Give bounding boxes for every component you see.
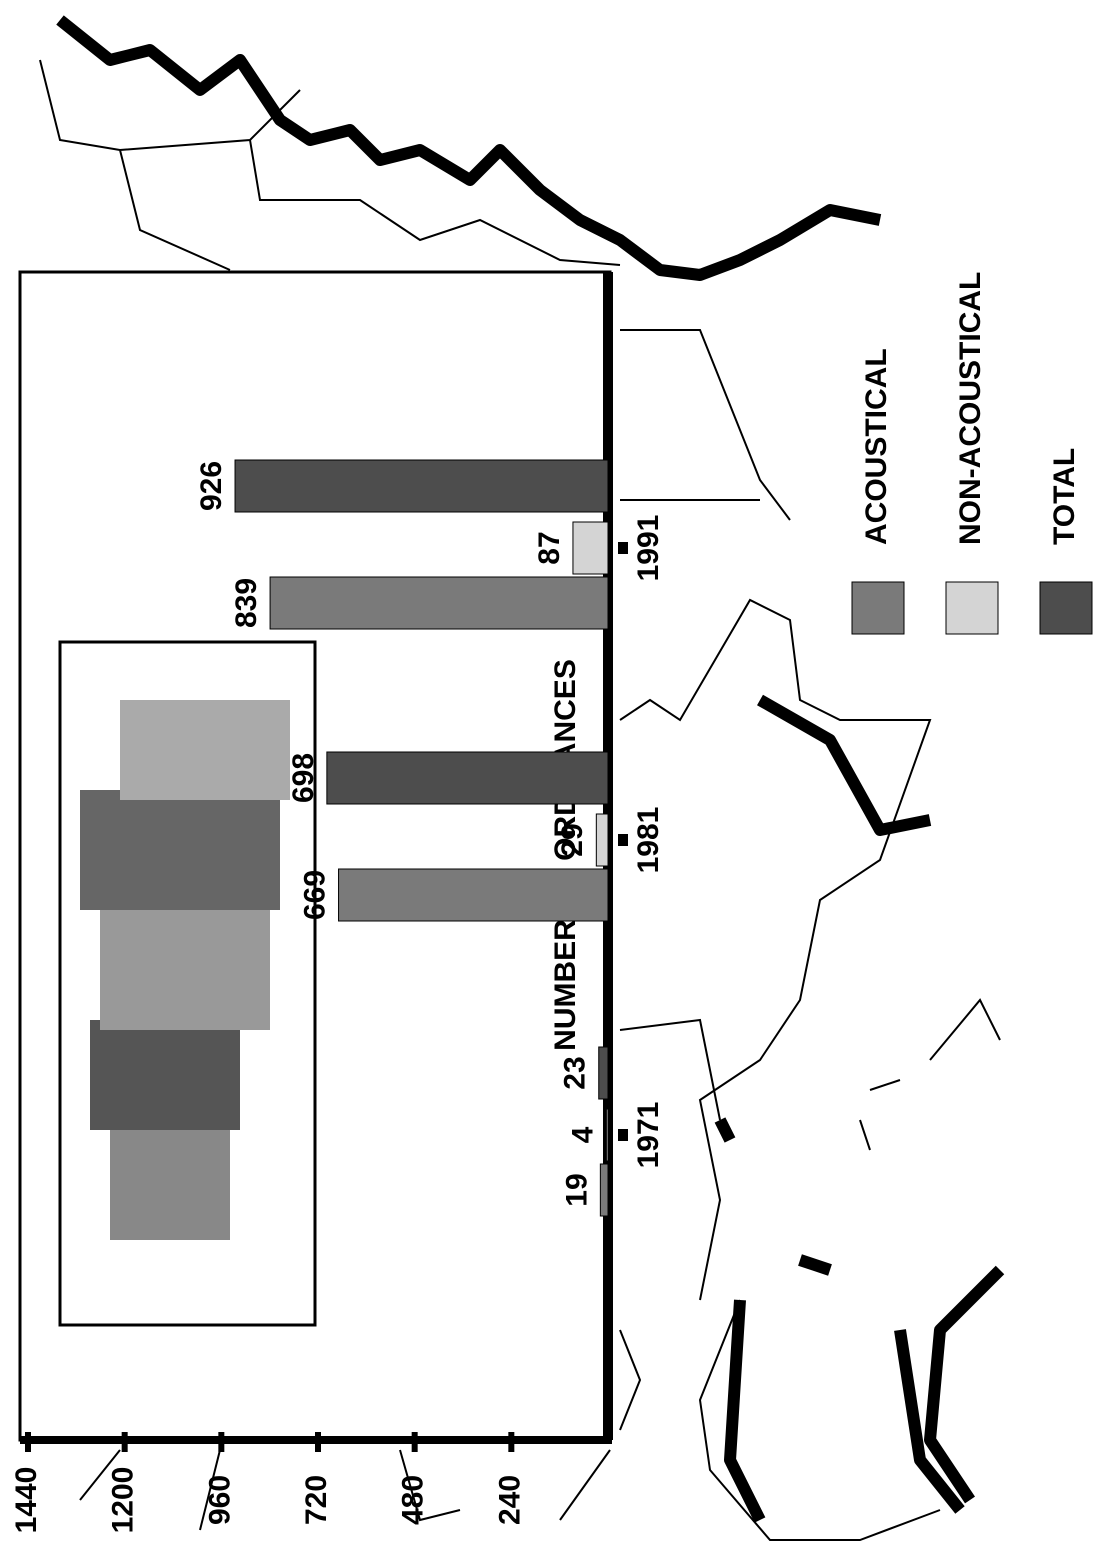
bar — [270, 577, 608, 629]
legend-label: NON-ACOUSTICAL — [954, 272, 987, 545]
y-tick-label: 960 — [203, 1475, 236, 1525]
category-tick — [618, 542, 628, 554]
y-tick-label: 240 — [493, 1475, 526, 1525]
x-tick-label: 1991 — [632, 515, 665, 582]
x-tick-label: 1981 — [632, 807, 665, 874]
y-tick-label: 1440 — [10, 1467, 43, 1534]
value-label: 4 — [566, 1126, 599, 1143]
category-tick — [618, 1129, 628, 1141]
value-label: 698 — [287, 753, 320, 803]
legend-swatch — [946, 582, 998, 634]
legend-swatch — [852, 582, 904, 634]
bar — [599, 1047, 608, 1099]
bar — [596, 814, 608, 866]
value-label: 87 — [533, 531, 566, 564]
bar — [327, 752, 608, 804]
bar — [600, 1164, 608, 1216]
value-label: 669 — [298, 870, 331, 920]
legend-swatch — [1040, 582, 1092, 634]
legend-label: TOTAL — [1048, 448, 1081, 545]
y-tick-label: 1200 — [107, 1467, 140, 1534]
value-label: 926 — [195, 461, 228, 511]
value-label: 839 — [230, 578, 263, 628]
category-tick — [618, 834, 628, 846]
bar — [235, 460, 608, 512]
value-label: 23 — [559, 1056, 592, 1089]
legend-label: ACOUSTICAL — [860, 348, 893, 545]
y-tick-label: 720 — [300, 1475, 333, 1525]
inset-picture — [60, 642, 315, 1325]
bar — [339, 869, 608, 921]
chart: NUMBER OF ORDINANCES 2404807209601200144… — [0, 0, 1094, 1555]
bar — [573, 522, 608, 574]
y-tick-label: 480 — [397, 1475, 430, 1525]
x-tick-label: 1971 — [632, 1102, 665, 1169]
bar — [606, 1109, 608, 1161]
value-label: 29 — [556, 823, 589, 856]
value-label: 19 — [560, 1173, 593, 1206]
